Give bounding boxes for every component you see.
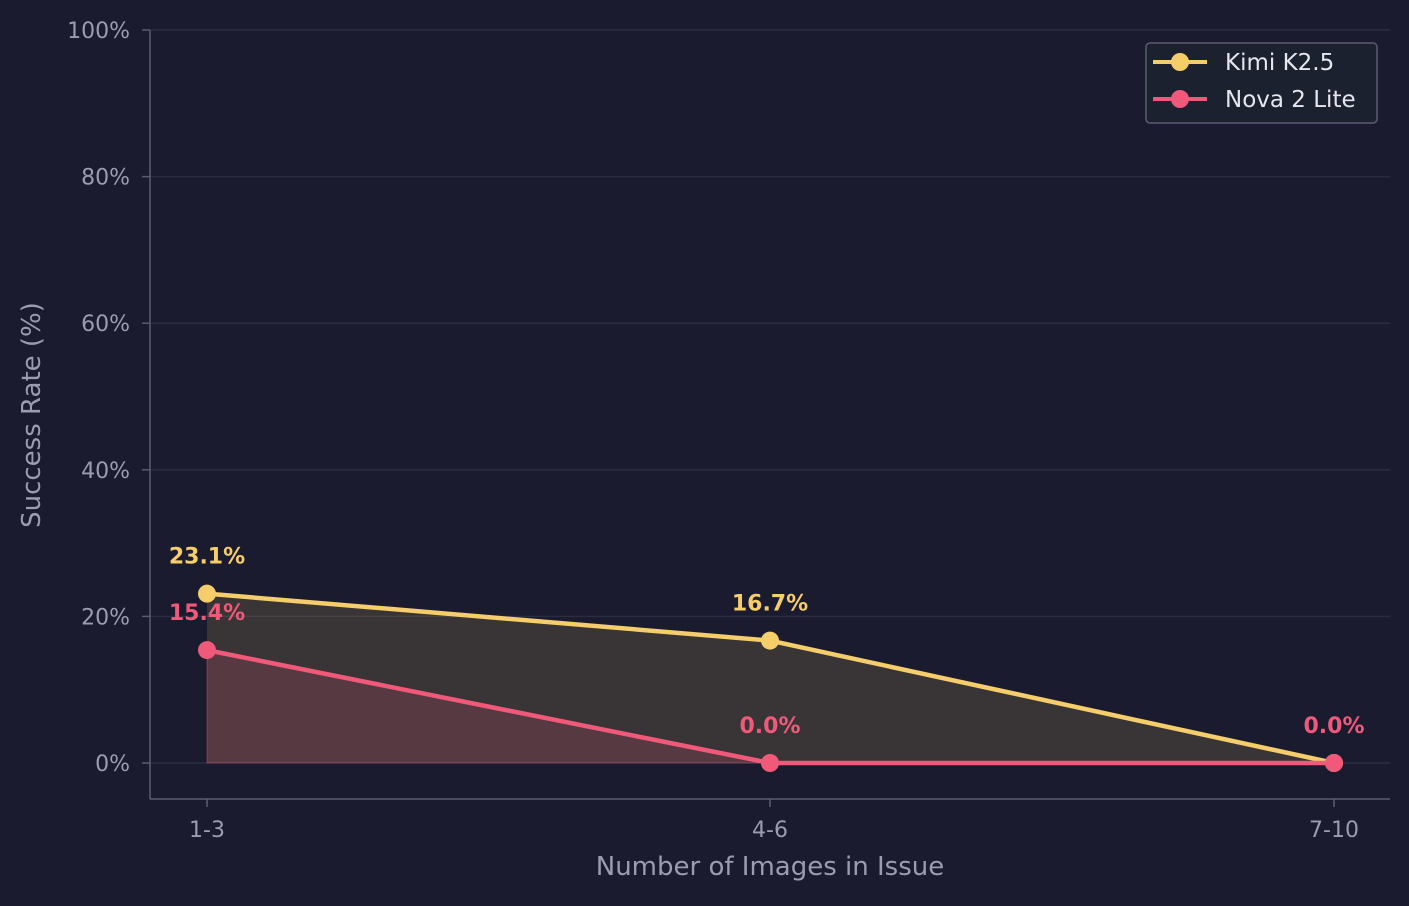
series-marker-0 bbox=[198, 584, 216, 603]
legend: Kimi K2.5 Nova 2 Lite bbox=[1145, 42, 1378, 124]
x-tick-label: 1-3 bbox=[189, 818, 225, 843]
ticks-layer: 0% 20% 40% 60% 80% 100% 1-3 4-6 7-10 bbox=[67, 19, 1359, 843]
x-axis-title: Number of Images in Issue bbox=[596, 852, 944, 882]
x-tick-label: 7-10 bbox=[1309, 818, 1359, 843]
y-axis-title: Success Rate (%) bbox=[17, 302, 47, 528]
legend-label-kimi: Kimi K2.5 bbox=[1225, 50, 1334, 76]
y-tick-label: 0% bbox=[95, 752, 130, 777]
data-label-1: 0.0% bbox=[1303, 714, 1364, 739]
y-tick-label: 40% bbox=[81, 459, 130, 484]
series-layer bbox=[198, 584, 1343, 772]
data-label-0: 23.1% bbox=[169, 545, 245, 570]
y-tick-label: 20% bbox=[81, 605, 130, 630]
legend-swatch-marker-nova bbox=[1171, 90, 1189, 108]
y-tick-label: 60% bbox=[81, 312, 130, 337]
data-label-1: 15.4% bbox=[169, 601, 245, 626]
y-tick-label: 100% bbox=[67, 19, 130, 44]
series-marker-1 bbox=[1325, 754, 1343, 772]
data-label-0: 16.7% bbox=[732, 592, 808, 617]
series-area-0 bbox=[207, 593, 1334, 763]
data-labels-layer: 23.1% 16.7% 15.4% 0.0% 0.0% bbox=[169, 545, 1365, 739]
x-tick-label: 4-6 bbox=[752, 818, 788, 843]
legend-swatch-marker-kimi bbox=[1171, 53, 1189, 71]
legend-label-nova: Nova 2 Lite bbox=[1225, 87, 1356, 113]
series-marker-1 bbox=[761, 754, 779, 772]
series-marker-1 bbox=[198, 641, 216, 660]
series-marker-0 bbox=[761, 631, 779, 650]
data-label-1: 0.0% bbox=[739, 714, 800, 739]
y-tick-label: 80% bbox=[81, 166, 130, 191]
